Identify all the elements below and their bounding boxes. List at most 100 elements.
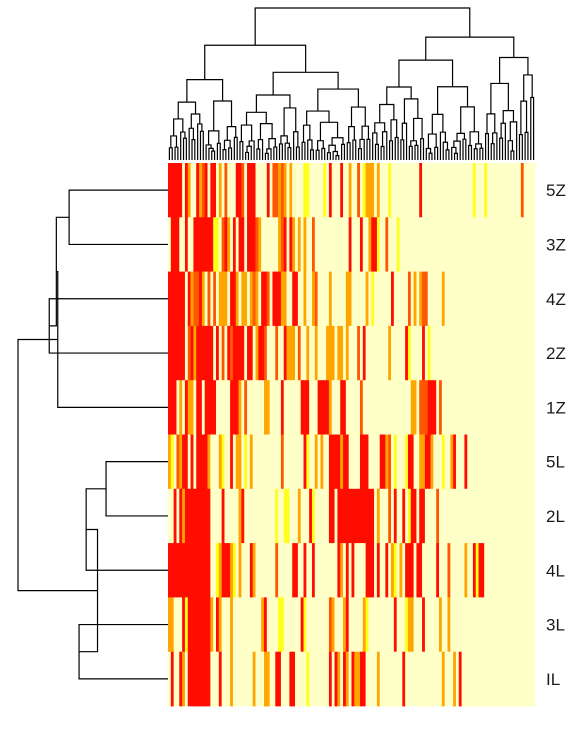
heatmap-cell (232, 217, 237, 272)
heatmap-cell (213, 217, 217, 272)
heatmap-cell (204, 217, 208, 272)
row-dendrogram-branch (68, 189, 168, 246)
heatmap-cell (278, 271, 282, 327)
heatmap-cell (351, 434, 355, 490)
heatmap-cell (450, 271, 454, 327)
heatmap-cell (182, 597, 186, 653)
heatmap-cell (173, 380, 177, 435)
heatmap-cell (427, 597, 431, 653)
heatmap-cell (481, 217, 485, 272)
heatmap-cell (286, 488, 290, 544)
heatmap-cell (286, 380, 290, 435)
heatmap-cell (201, 651, 206, 707)
heatmap-cell (529, 380, 533, 435)
heatmap-cell (396, 488, 400, 544)
heatmap-cell (365, 434, 369, 490)
heatmap-cell (261, 651, 265, 707)
heatmap-cell (215, 488, 220, 544)
heatmap-cell (419, 163, 423, 218)
heatmap-cell (173, 488, 177, 544)
heatmap-cell (484, 543, 488, 598)
heatmap-cell (196, 325, 200, 381)
heatmap-cell (439, 380, 443, 435)
heatmap-cell (441, 380, 446, 435)
heatmap-cell (393, 488, 398, 544)
heatmap-cell (204, 651, 208, 707)
heatmap-cell (351, 271, 355, 327)
heatmap-cell (396, 380, 400, 435)
heatmap-cell (523, 543, 527, 598)
heatmap-cell (168, 434, 172, 490)
heatmap-cell (221, 217, 225, 272)
heatmap-cell (258, 380, 262, 435)
heatmap-cell (317, 163, 321, 218)
heatmap-cell (311, 434, 316, 490)
heatmap-cell (484, 651, 488, 707)
column-dendrogram-branch (400, 139, 405, 160)
heatmap-row (168, 434, 536, 490)
heatmap-cell (201, 325, 206, 381)
column-dendrogram-branch (315, 149, 320, 160)
heatmap-cell (495, 163, 499, 218)
column-dendrogram-branch (462, 138, 467, 160)
heatmap-cell (470, 488, 474, 544)
heatmap-cell (247, 271, 251, 327)
heatmap-cell (193, 163, 197, 218)
column-dendrogram-branch (255, 94, 291, 113)
column-dendrogram-branch (486, 113, 496, 134)
heatmap-cell (532, 163, 536, 218)
heatmap-cell (447, 325, 451, 381)
heatmap-cell (405, 325, 409, 381)
heatmap-cell (306, 325, 310, 381)
heatmap-cell (382, 488, 386, 544)
heatmap-cell (314, 543, 318, 598)
heatmap-cell (439, 217, 443, 272)
heatmap-cell (371, 217, 375, 272)
column-dendrogram-branch (273, 146, 278, 160)
heatmap-cell (176, 543, 180, 598)
heatmap-cell (331, 543, 335, 598)
column-dendrogram-branch (264, 152, 269, 160)
heatmap-cell (405, 651, 409, 707)
heatmap-cell (532, 597, 536, 653)
heatmap-cell (232, 597, 237, 653)
column-dendrogram-branch (245, 151, 250, 160)
heatmap-cell (455, 543, 460, 598)
heatmap-cell (334, 543, 338, 598)
heatmap-cell (255, 380, 259, 435)
heatmap-cell (402, 543, 406, 598)
heatmap-cell (379, 651, 383, 707)
heatmap-cell (179, 217, 183, 272)
heatmap-cell (470, 380, 474, 435)
heatmap-cell (413, 543, 417, 598)
heatmap-cell (280, 488, 285, 544)
heatmap-cell (210, 488, 214, 544)
heatmap-cell (405, 488, 409, 544)
heatmap-cell (453, 543, 457, 598)
heatmap-cell (340, 271, 344, 327)
heatmap-cell (173, 163, 177, 218)
heatmap-cell (258, 325, 262, 381)
heatmap-cell (430, 325, 434, 381)
heatmap-cell (433, 217, 437, 272)
heatmap-cell (168, 651, 172, 707)
heatmap-cell (413, 434, 417, 490)
row-labels: 5Z 3Z 4Z 2Z 1Z 5L 2L 4L 3L IL (546, 181, 566, 689)
heatmap-cell (359, 271, 364, 327)
heatmap-cell (498, 163, 502, 218)
heatmap-cell (512, 271, 516, 327)
heatmap-cell (489, 217, 493, 272)
heatmap-cell (244, 217, 248, 272)
heatmap-cell (357, 651, 361, 707)
heatmap-cell (526, 543, 530, 598)
heatmap-cell (419, 380, 423, 435)
heatmap-cell (244, 543, 248, 598)
heatmap-cell (424, 325, 429, 381)
heatmap-cell (354, 597, 358, 653)
heatmap-cell (509, 163, 513, 218)
heatmap-cell (314, 488, 318, 544)
heatmap-cell (503, 434, 508, 490)
heatmap-cell (399, 163, 403, 218)
heatmap-cell (218, 543, 222, 598)
heatmap-cell (187, 543, 191, 598)
